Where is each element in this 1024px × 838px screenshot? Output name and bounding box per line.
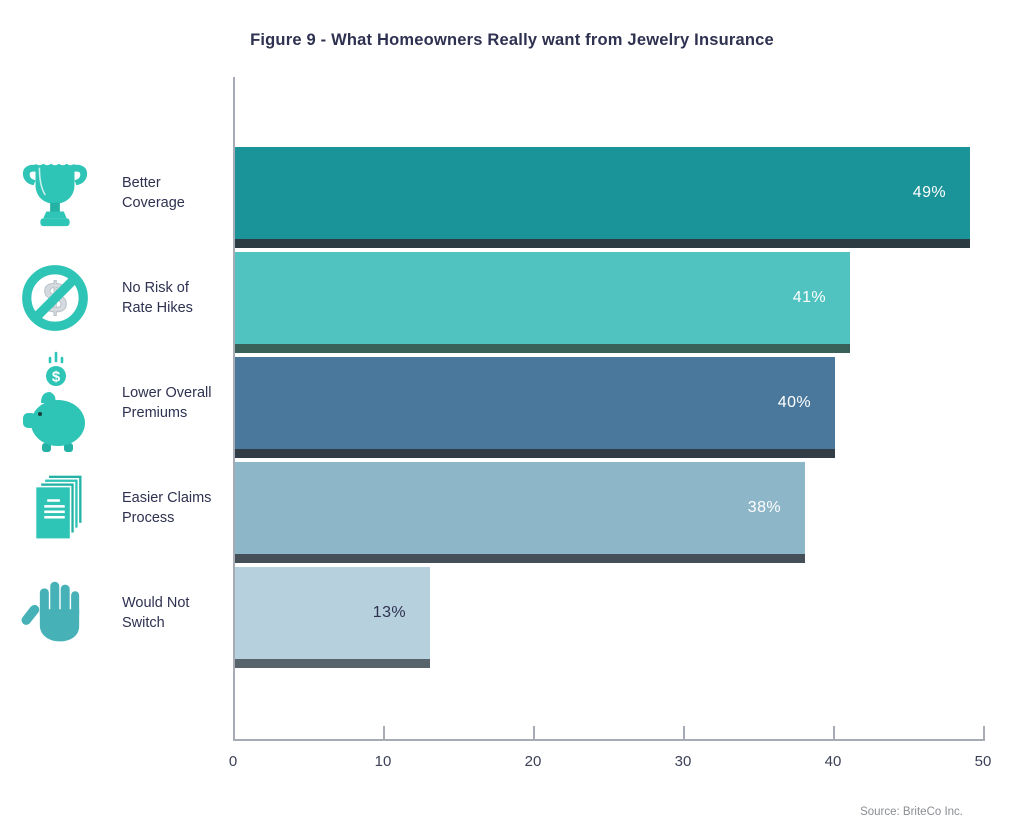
category-label-line: Easier Claims — [122, 490, 212, 506]
category-label-line: Premiums — [122, 405, 188, 421]
bar-shadow — [235, 344, 850, 353]
x-axis-tick — [683, 726, 685, 739]
svg-text:$: $ — [43, 275, 67, 323]
x-axis-tick — [533, 726, 535, 739]
category-label: Would Not Switch — [122, 593, 234, 633]
category-label-line: Lower Overall — [122, 385, 212, 401]
chart-row: Easier Claims Process 38% — [0, 462, 1024, 563]
bar-shadow — [235, 554, 805, 563]
bar: 38% — [235, 462, 805, 554]
bar-shadow — [235, 449, 835, 458]
x-axis-tick-label: 0 — [228, 753, 238, 770]
x-axis-tick-label: 20 — [524, 753, 542, 770]
bar: 41% — [235, 252, 850, 344]
category-label-line: Better — [122, 175, 161, 191]
bar: 40% — [235, 357, 835, 449]
category-label: Better Coverage — [122, 173, 234, 213]
category-label-line: Process — [122, 510, 175, 526]
category-label: Easier Claims Process — [122, 488, 234, 528]
category-label-line: Switch — [122, 615, 165, 631]
category-label: Lower Overall Premiums — [122, 383, 234, 423]
trophy-icon — [17, 153, 93, 233]
bar: 13% — [235, 567, 430, 659]
y-axis-line — [233, 77, 235, 740]
bar-value-label: 41% — [792, 289, 826, 306]
chart-row: Would Not Switch 13% — [0, 567, 1024, 668]
stop-hand-icon — [17, 573, 93, 653]
category-label-line: Would Not — [122, 595, 190, 611]
svg-text:$: $ — [52, 369, 61, 386]
x-axis-tick-label: 30 — [674, 753, 692, 770]
source-note: Source: BriteCo Inc. — [860, 806, 963, 818]
bar-value-label: 13% — [372, 604, 406, 621]
x-axis-tick — [833, 726, 835, 739]
category-label-line: Rate Hikes — [122, 300, 193, 316]
category-label-line: Coverage — [122, 195, 185, 211]
x-axis-tick — [383, 726, 385, 739]
bar-value-label: 38% — [747, 499, 781, 516]
x-axis-tick — [983, 726, 985, 739]
chart-row: $ No Risk of Rate Hikes 41% — [0, 252, 1024, 353]
bar-value-label: 49% — [912, 184, 946, 201]
category-label: No Risk of Rate Hikes — [122, 278, 234, 318]
x-axis-line — [233, 739, 985, 741]
piggy-bank-icon: $ — [17, 351, 93, 455]
x-axis-tick-label: 50 — [974, 753, 992, 770]
x-axis-tick — [233, 726, 235, 739]
chart-title: Figure 9 - What Homeowners Really want f… — [250, 31, 774, 49]
bar-shadow — [235, 659, 430, 668]
no-rate-hike-icon: $ — [17, 258, 93, 338]
chart-row: Better Coverage 49% — [0, 147, 1024, 248]
bar-shadow — [235, 239, 970, 248]
bar-value-label: 40% — [777, 394, 811, 411]
x-axis-tick-label: 40 — [824, 753, 842, 770]
x-axis-tick-label: 10 — [374, 753, 392, 770]
documents-icon — [17, 468, 93, 548]
category-label-line: No Risk of — [122, 280, 189, 296]
bar: 49% — [235, 147, 970, 239]
chart-row: $ Lower Overall Premiums 40% — [0, 351, 1024, 458]
